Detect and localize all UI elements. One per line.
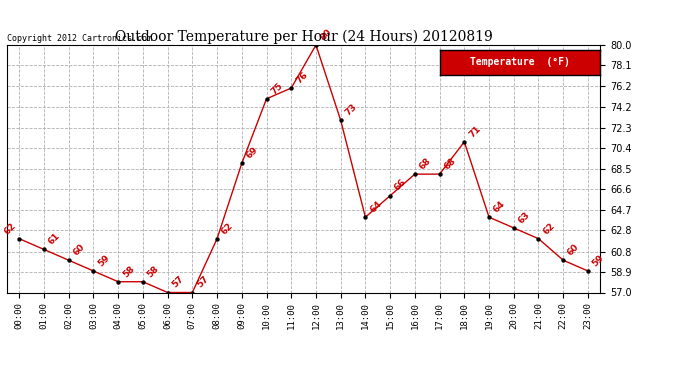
Title: Outdoor Temperature per Hour (24 Hours) 20120819: Outdoor Temperature per Hour (24 Hours) … [115,30,493,44]
Text: 69: 69 [244,145,260,160]
Text: 58: 58 [146,264,161,279]
Text: 64: 64 [492,199,507,214]
Text: 61: 61 [47,231,62,247]
Point [484,214,495,220]
Text: 58: 58 [121,264,136,279]
Text: 64: 64 [368,199,384,214]
Point [434,171,445,177]
Text: 59: 59 [96,253,112,268]
Text: 71: 71 [467,124,482,139]
Text: 62: 62 [220,221,235,236]
Point [236,160,247,166]
Point [63,257,75,263]
Text: 73: 73 [344,102,359,117]
Text: 66: 66 [393,178,408,193]
Text: 62: 62 [541,221,556,236]
Text: 68: 68 [417,156,433,171]
Text: 80: 80 [319,27,334,42]
Point [459,139,470,145]
Text: 60: 60 [72,242,87,258]
Point [88,268,99,274]
Point [187,290,198,296]
Text: 57: 57 [195,274,210,290]
Point [509,225,520,231]
Text: 63: 63 [517,210,532,225]
Point [39,246,50,252]
Point [137,279,148,285]
Text: Copyright 2012 Cartronics.com: Copyright 2012 Cartronics.com [7,33,152,42]
Text: 76: 76 [294,70,309,85]
Point [558,257,569,263]
Point [384,193,395,199]
Point [335,117,346,123]
Point [286,85,297,91]
Point [533,236,544,242]
Point [14,236,25,242]
Point [261,96,272,102]
Text: 75: 75 [269,81,284,96]
Point [360,214,371,220]
Text: 59: 59 [591,253,606,268]
Point [212,236,223,242]
Point [162,290,173,296]
Text: 60: 60 [566,242,581,258]
Point [310,42,322,48]
Text: 62: 62 [3,221,18,236]
Point [112,279,124,285]
Point [409,171,420,177]
Point [582,268,593,274]
Text: 68: 68 [442,156,457,171]
Text: 57: 57 [170,274,186,290]
